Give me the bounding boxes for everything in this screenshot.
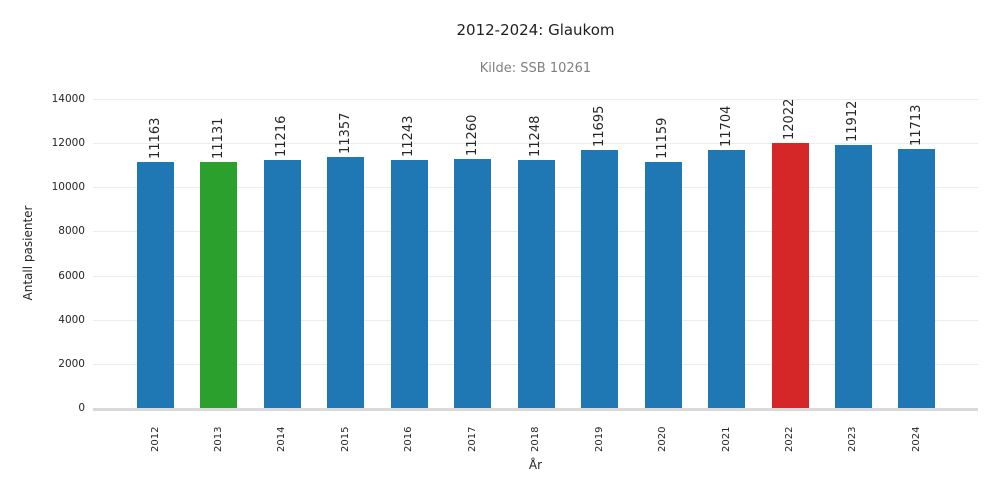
- bar-value-label: 12022: [782, 98, 797, 140]
- x-tick-label: 2023: [847, 426, 859, 452]
- y-tick-label: 4000: [58, 313, 85, 326]
- x-tick-label: 2020: [657, 426, 669, 452]
- bar-value-label: 11131: [210, 117, 226, 160]
- x-tick-label: 2024: [910, 426, 922, 452]
- y-axis-label: Antall pasienter: [21, 205, 35, 301]
- y-tick-label: 0: [78, 402, 85, 414]
- plot-area: 0 2000 4000 6000 8000 10000 12000 14000 11163 201…: [52, 93, 978, 452]
- bar-2019: [581, 149, 619, 408]
- gridline: [93, 143, 978, 145]
- y-tick-label: 8000: [58, 225, 85, 238]
- y-tick-label: 6000: [58, 269, 85, 282]
- y-tick-label: 14000: [51, 93, 85, 105]
- bar-2017: [454, 159, 492, 408]
- bar-2016: [390, 159, 428, 408]
- bar-value-label: 11704: [718, 105, 734, 147]
- bar-value-label: 11163: [147, 117, 163, 159]
- bar-value-label: 11695: [591, 105, 607, 147]
- x-axis-line: [93, 408, 978, 411]
- bar-value-label: 11159: [655, 117, 671, 159]
- bar-2013: [200, 162, 238, 408]
- bar-value-label: 11357: [337, 112, 353, 155]
- bar-value-label: 11243: [401, 115, 417, 157]
- bar-2015: [327, 157, 365, 408]
- bar-2018: [517, 159, 555, 408]
- chart-title: 2012-2024: Glaukom: [456, 21, 615, 39]
- x-tick-label: 2014: [276, 426, 288, 452]
- x-tick-label: 2017: [466, 426, 478, 452]
- x-axis-label: År: [528, 458, 543, 472]
- bar-value-label: 11248: [528, 115, 544, 157]
- gridline: [93, 99, 978, 100]
- bar-2023: [834, 145, 872, 408]
- bar-2024: [898, 149, 936, 408]
- x-tick-label: 2012: [149, 426, 161, 452]
- chart-subtitle: Kilde: SSB 10261: [479, 61, 592, 76]
- x-tick-label: 2016: [403, 426, 415, 452]
- bar-value-label: 11912: [845, 100, 861, 143]
- bar-2014: [263, 160, 301, 408]
- y-tick-label: 12000: [51, 137, 85, 150]
- bar-2022: [771, 142, 809, 408]
- bar-2020: [644, 161, 682, 408]
- y-tick-label: 2000: [58, 357, 85, 370]
- bar-value-label: 11713: [908, 105, 924, 147]
- bar-2012: [137, 161, 174, 408]
- x-tick-label: 2018: [530, 426, 542, 452]
- x-tick-label: 2021: [720, 426, 732, 452]
- x-tick-label: 2013: [212, 426, 224, 452]
- bar-2021: [708, 149, 746, 408]
- x-tick-label: 2022: [784, 426, 795, 452]
- x-tick-label: 2015: [339, 426, 351, 452]
- bar-value-label: 11216: [274, 116, 290, 158]
- x-tick-label: 2019: [593, 426, 605, 452]
- y-tick-label: 10000: [51, 181, 85, 194]
- bar-value-label: 11260: [464, 115, 480, 157]
